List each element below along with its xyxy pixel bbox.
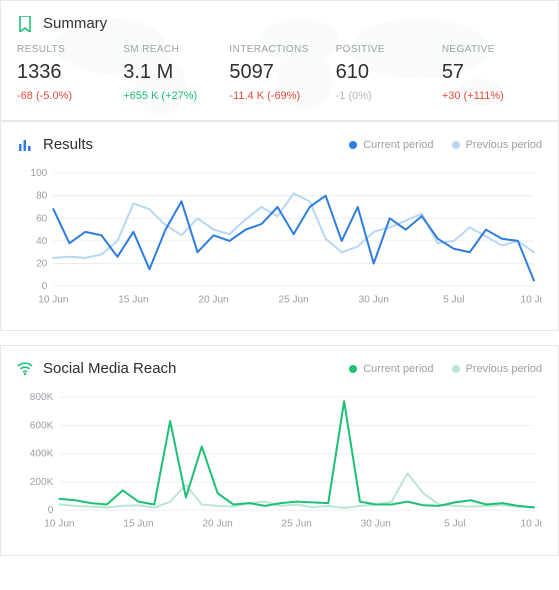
chart-header: Social Media Reach Current period Previous… bbox=[1, 346, 558, 389]
stat-value: 5097 bbox=[229, 61, 329, 84]
legend-item: Current period bbox=[349, 363, 433, 375]
bar-chart-icon bbox=[17, 137, 33, 153]
svg-text:15 Jun: 15 Jun bbox=[118, 294, 148, 305]
summary-title: Summary bbox=[43, 15, 107, 32]
legend-dot bbox=[452, 141, 460, 149]
svg-text:40: 40 bbox=[36, 236, 48, 247]
svg-text:20 Jun: 20 Jun bbox=[202, 519, 232, 530]
stat-value: 57 bbox=[442, 61, 542, 84]
stat-sm-reach: SM REACH 3.1 M +655 K (+27%) bbox=[123, 44, 223, 102]
stat-delta: -11.4 K (-69%) bbox=[229, 90, 329, 102]
stat-delta: +30 (+111%) bbox=[442, 90, 542, 102]
svg-text:5 Jul: 5 Jul bbox=[443, 294, 464, 305]
svg-text:10 Jul: 10 Jul bbox=[520, 519, 542, 530]
legend-item: Previous period bbox=[452, 139, 542, 151]
svg-text:25 Jun: 25 Jun bbox=[279, 294, 309, 305]
svg-text:20: 20 bbox=[36, 259, 48, 270]
svg-text:25 Jun: 25 Jun bbox=[282, 519, 312, 530]
svg-text:20 Jun: 20 Jun bbox=[198, 294, 228, 305]
legend-dot bbox=[349, 365, 357, 373]
svg-text:600K: 600K bbox=[30, 421, 54, 432]
svg-text:10 Jun: 10 Jun bbox=[38, 294, 68, 305]
svg-text:100: 100 bbox=[30, 168, 47, 179]
chart-legend: Current period Previous period bbox=[349, 363, 542, 375]
svg-text:30 Jun: 30 Jun bbox=[361, 519, 391, 530]
chart-title: Social Media Reach bbox=[43, 360, 176, 377]
chart-panel-social-media-reach: Social Media Reach Current period Previous… bbox=[0, 345, 559, 555]
legend-label: Current period bbox=[363, 139, 433, 151]
chart-header: Results Current period Previous period bbox=[1, 122, 558, 165]
stat-negative: NEGATIVE 57 +30 (+111%) bbox=[442, 44, 542, 102]
svg-text:60: 60 bbox=[36, 213, 48, 224]
stat-label: SM REACH bbox=[123, 44, 223, 55]
svg-text:0: 0 bbox=[48, 506, 54, 517]
stat-label: NEGATIVE bbox=[442, 44, 542, 55]
legend-label: Previous period bbox=[466, 139, 542, 151]
chart-svg: 0 200K 400K 600K 800K 10 Jun 15 Jun 20 Jun 25 Ju… bbox=[17, 389, 542, 540]
chart-legend: Current period Previous period bbox=[349, 139, 542, 151]
stats-row: RESULTS 1336 -68 (-5.0%) SM REACH 3.1 M +655 … bbox=[1, 44, 558, 120]
stat-label: INTERACTIONS bbox=[229, 44, 329, 55]
summary-panel: Summary RESULTS 1336 -68 (-5.0%) SM REACH 3.… bbox=[0, 0, 559, 121]
chart-body: 0 20 40 60 80 100 10 Jun 15 Jun 20 Jun 25 Jun 30 J… bbox=[1, 165, 558, 330]
stat-delta: -68 (-5.0%) bbox=[17, 90, 117, 102]
svg-text:0: 0 bbox=[42, 281, 48, 292]
svg-text:10 Jul: 10 Jul bbox=[520, 294, 542, 305]
stat-label: POSITIVE bbox=[336, 44, 436, 55]
chart-svg: 0 20 40 60 80 100 10 Jun 15 Jun 20 Jun 25 Jun 30 J… bbox=[17, 165, 542, 316]
svg-text:30 Jun: 30 Jun bbox=[359, 294, 389, 305]
chart-body: 0 200K 400K 600K 800K 10 Jun 15 Jun 20 Jun 25 Ju… bbox=[1, 389, 558, 554]
stat-value: 1336 bbox=[17, 61, 117, 84]
chart-panel-results: Results Current period Previous period 0 20 4… bbox=[0, 121, 559, 331]
svg-text:5 Jul: 5 Jul bbox=[444, 519, 465, 530]
stat-interactions: INTERACTIONS 5097 -11.4 K (-69%) bbox=[229, 44, 329, 102]
svg-text:400K: 400K bbox=[30, 449, 54, 460]
wifi-icon bbox=[17, 361, 33, 377]
stat-delta: -1 (0%) bbox=[336, 90, 436, 102]
legend-dot bbox=[349, 141, 357, 149]
legend-label: Current period bbox=[363, 363, 433, 375]
stat-positive: POSITIVE 610 -1 (0%) bbox=[336, 44, 436, 102]
legend-dot bbox=[452, 365, 460, 373]
stat-value: 610 bbox=[336, 61, 436, 84]
bookmark-icon bbox=[17, 16, 33, 32]
stat-delta: +655 K (+27%) bbox=[123, 90, 223, 102]
svg-text:10 Jun: 10 Jun bbox=[44, 519, 74, 530]
stat-value: 3.1 M bbox=[123, 61, 223, 84]
svg-text:200K: 200K bbox=[30, 477, 54, 488]
legend-item: Previous period bbox=[452, 363, 542, 375]
stat-results: RESULTS 1336 -68 (-5.0%) bbox=[17, 44, 117, 102]
svg-text:15 Jun: 15 Jun bbox=[123, 519, 153, 530]
summary-header: Summary bbox=[1, 1, 558, 44]
svg-text:800K: 800K bbox=[30, 393, 54, 404]
chart-title: Results bbox=[43, 136, 93, 153]
legend-item: Current period bbox=[349, 139, 433, 151]
stat-label: RESULTS bbox=[17, 44, 117, 55]
svg-text:80: 80 bbox=[36, 191, 48, 202]
legend-label: Previous period bbox=[466, 363, 542, 375]
